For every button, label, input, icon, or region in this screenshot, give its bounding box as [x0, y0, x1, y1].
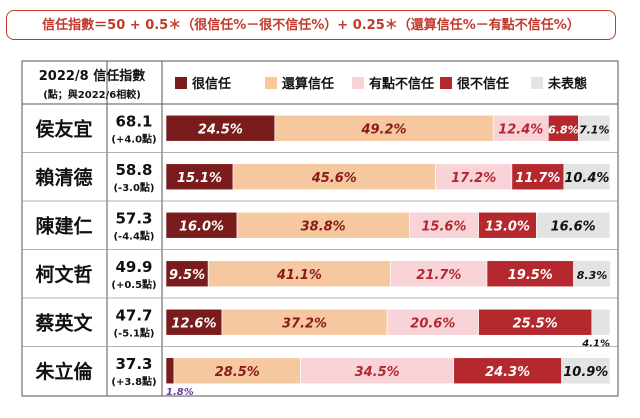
- bar-segment: [561, 357, 611, 385]
- bar-value-label: 45.6%: [311, 171, 357, 186]
- row-index-value: 58.8: [115, 161, 152, 179]
- bar-segment: [165, 211, 238, 239]
- bar-value-label: 15.1%: [177, 171, 222, 186]
- row-index-change: (-3.0點): [113, 181, 154, 194]
- bar-value-label: 16.0%: [179, 219, 224, 234]
- row-name: 陳建仁: [35, 214, 92, 237]
- bar-segment: [492, 114, 549, 142]
- bar-value-label: 7.1%: [579, 123, 610, 136]
- bar-value-label: 34.5%: [355, 365, 400, 380]
- header-title: 2022/8 信任指數: [39, 68, 146, 84]
- bar-value-label: 38.8%: [301, 219, 346, 234]
- bar-value-label: 15.6%: [421, 219, 466, 234]
- bar-segment: [435, 163, 513, 191]
- bar-value-label: 12.4%: [498, 122, 543, 137]
- legend-label: 很信任: [192, 76, 231, 92]
- bar-segment: [221, 308, 388, 336]
- bar-value-label: 19.5%: [508, 268, 553, 283]
- row-name: 蔡英文: [35, 311, 93, 334]
- bar-segment: [563, 163, 611, 191]
- chart-rows: 侯友宜 68.1 (+4.0點) 24.5% 49.2% 12.4% 6.8% 7.1% 賴清德…: [22, 112, 618, 398]
- bar-value-label: 25.5%: [513, 316, 558, 331]
- legend-swatch: [440, 77, 452, 89]
- row-index-change: (+3.8點): [111, 375, 156, 388]
- row-index-change: (-5.1點): [113, 326, 154, 339]
- row-name: 柯文哲: [35, 263, 92, 286]
- row-index-value: 47.7: [115, 306, 152, 324]
- legend-label: 很不信任: [457, 76, 509, 92]
- bar-value-label: 10.9%: [563, 365, 608, 380]
- formula-box: 信任指數＝50 + 0.5＊（很信任%－很不信任%）+ 0.25＊（還算信任%－…: [6, 10, 616, 40]
- legend-label: 有點不信任: [369, 76, 434, 92]
- row-name: 侯友宜: [35, 117, 92, 140]
- bar-value-label: 1.8%: [166, 387, 194, 398]
- bar-segment: [207, 260, 391, 288]
- bar-segment: [390, 260, 488, 288]
- legend: 很信任 還算信任 有點不信任 很不信任 未表態: [175, 76, 587, 92]
- bar-segment: [591, 308, 611, 336]
- header-subtitle: (點；與2022/6相較): [43, 88, 141, 101]
- bar-segment: [165, 357, 175, 385]
- legend-swatch: [175, 77, 187, 89]
- bar-value-label: 49.2%: [360, 122, 406, 137]
- bar-value-label: 28.5%: [215, 365, 260, 380]
- bar-segment: [578, 114, 611, 142]
- bar-value-label: 6.8%: [548, 123, 579, 136]
- bar-value-label: 13.0%: [485, 219, 530, 234]
- bar-value-label: 24.5%: [198, 122, 243, 137]
- row-index-change: (+0.5點): [111, 278, 156, 291]
- bar-value-label: 17.2%: [451, 171, 496, 186]
- bar-value-label: 9.5%: [169, 268, 205, 283]
- row-name: 朱立倫: [35, 360, 93, 383]
- row-index-change: (-4.4點): [113, 229, 154, 242]
- row-index-value: 68.1: [115, 112, 152, 130]
- row-name: 賴清德: [35, 166, 92, 189]
- bar-segment: [547, 114, 579, 142]
- bar-segment: [173, 357, 301, 385]
- bar-value-label: 10.4%: [564, 171, 609, 186]
- bar-value-label: 41.1%: [276, 268, 322, 283]
- bar-value-label: 21.7%: [416, 268, 461, 283]
- row-index-value: 57.3: [115, 209, 152, 227]
- bar-value-label: 8.3%: [577, 269, 608, 282]
- bar-segment: [409, 211, 479, 239]
- formula-text: 信任指數＝50 + 0.5＊（很信任%－很不信任%）+ 0.25＊（還算信任%－…: [42, 18, 580, 33]
- legend-swatch: [265, 77, 277, 89]
- legend-label: 未表態: [547, 76, 587, 92]
- bar-value-label: 20.6%: [410, 316, 455, 331]
- bar-segment: [478, 211, 537, 239]
- bar-segment: [535, 211, 611, 239]
- bar-value-label: 4.1%: [581, 338, 610, 349]
- bar-segment: [386, 308, 479, 336]
- bar-segment: [165, 260, 209, 288]
- bar-value-label: 11.7%: [515, 171, 560, 186]
- legend-swatch: [352, 77, 364, 89]
- bar-segment: [573, 260, 611, 288]
- bar-segment: [236, 211, 410, 239]
- bar-segment: [300, 357, 455, 385]
- row-index-change: (+4.0點): [111, 132, 156, 145]
- row-index-value: 49.9: [115, 258, 152, 276]
- bar-value-label: 37.2%: [282, 316, 327, 331]
- table-frame: [21, 60, 619, 397]
- bar-value-label: 24.3%: [485, 365, 530, 380]
- bar-value-label: 16.6%: [551, 219, 596, 234]
- bar-segment: [478, 308, 593, 336]
- bar-value-label: 12.6%: [171, 316, 216, 331]
- legend-label: 還算信任: [282, 76, 334, 92]
- legend-swatch: [531, 77, 543, 89]
- row-index-value: 37.3: [115, 355, 152, 373]
